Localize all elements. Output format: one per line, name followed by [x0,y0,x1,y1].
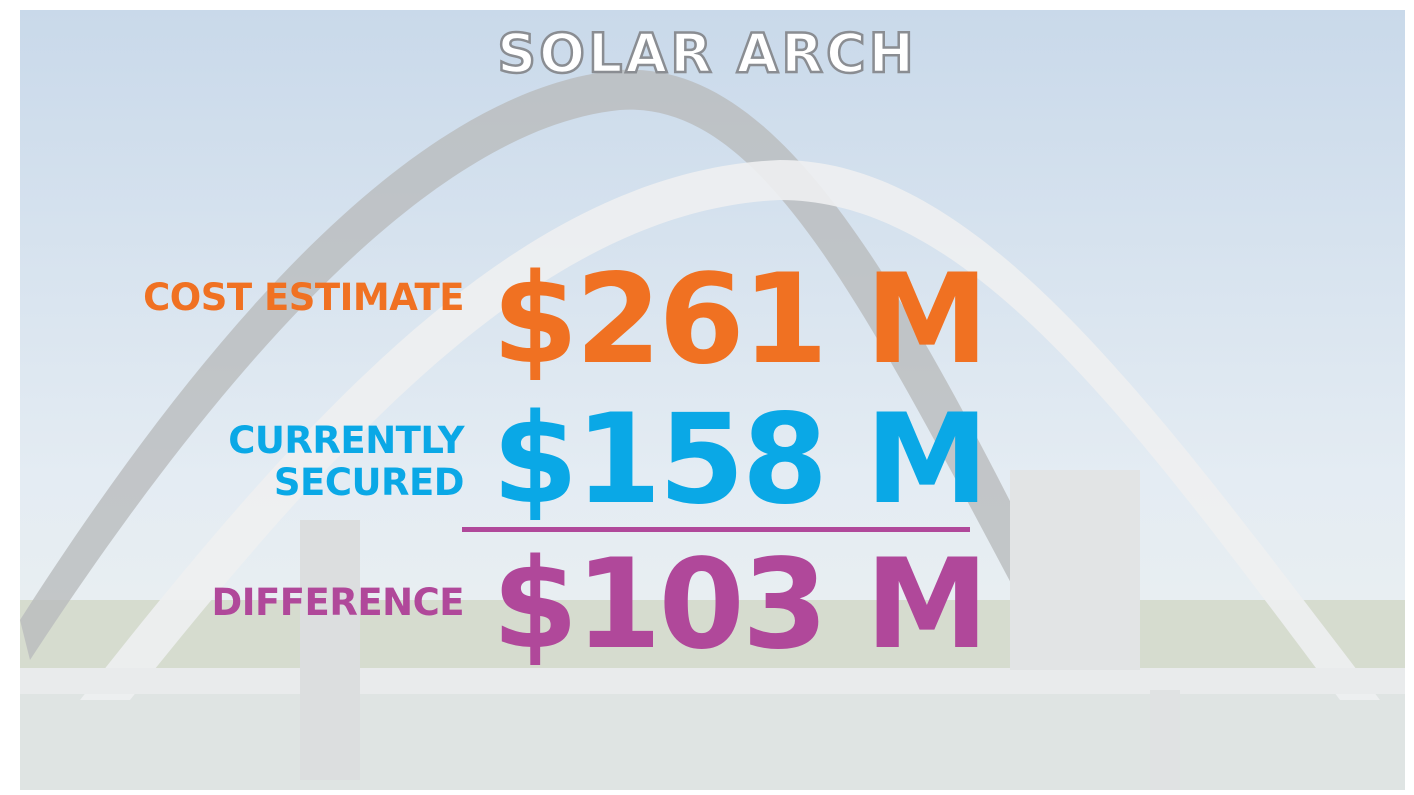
cost-amount: $261 M [492,248,989,392]
cost-label: COST ESTIMATE [143,277,464,319]
difference-label: DIFFERENCE [211,581,465,624]
divider [462,527,970,532]
difference-row: DIFFERENCE $103 M [0,540,1414,670]
label-line: COST ESTIMATE [143,276,464,319]
difference-amount: $103 M [492,533,989,677]
title: SOLAR ARCH [496,21,917,87]
label-line: DIFFERENCE [211,581,465,624]
cost-row: COST ESTIMATE $261 M [0,255,1414,385]
secured-row: CURRENTLY SECURED $158 M [0,395,1414,525]
label-line: SECURED [273,461,465,504]
secured-amount: $158 M [492,388,989,532]
secured-label: CURRENTLY SECURED [228,420,464,504]
label-line: CURRENTLY [228,419,464,462]
